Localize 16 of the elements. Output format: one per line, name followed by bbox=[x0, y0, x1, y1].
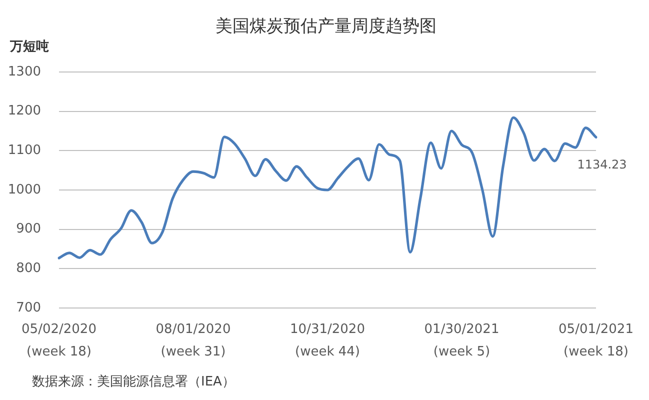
y-tick-label: 1100 bbox=[8, 143, 41, 158]
y-tick-label: 800 bbox=[16, 261, 41, 276]
y-tick-label: 900 bbox=[16, 222, 41, 237]
y-tick-label: 700 bbox=[16, 300, 41, 316]
y-axis-title: 万短吨 bbox=[9, 39, 49, 54]
data-label: 1134.23 bbox=[577, 157, 627, 172]
chart-title: 美国煤炭预估产量周度趋势图 bbox=[216, 16, 436, 36]
x-tick-label: 05/02/2020 (week 18) bbox=[22, 322, 96, 360]
x-tick-label: 01/30/2021 (week 5) bbox=[424, 322, 500, 360]
y-tick-label: 1000 bbox=[8, 182, 41, 198]
x-tick-label: 05/01/2021 (week 18) bbox=[558, 322, 634, 360]
x-tick-label: 08/01/2020 (week 31) bbox=[156, 322, 231, 360]
x-tick-label: 10/31/2020 (week 44) bbox=[290, 322, 365, 360]
source-note: 数据来源：美国能源信息署（IEA） bbox=[32, 373, 235, 390]
y-tick-label: 1200 bbox=[8, 104, 41, 119]
y-tick-label: 1300 bbox=[8, 64, 41, 80]
